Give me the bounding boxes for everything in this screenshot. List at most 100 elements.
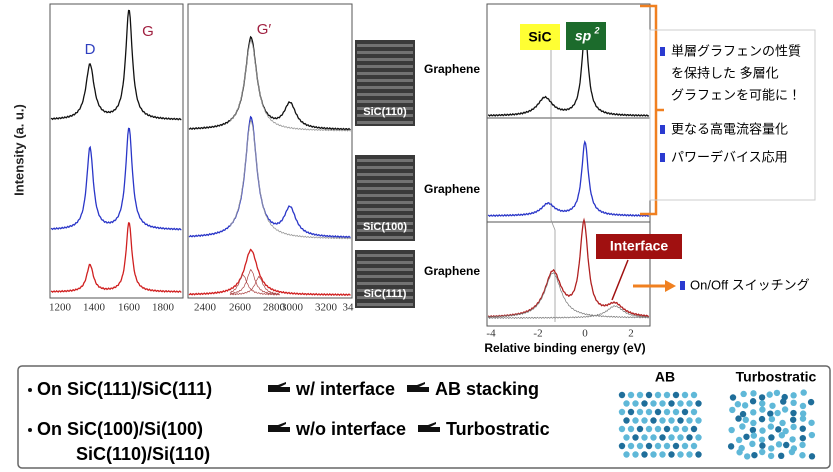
atom <box>641 400 648 407</box>
atom <box>636 408 644 416</box>
tem-label: SiC(110) <box>363 106 407 118</box>
bracket <box>640 4 658 216</box>
sic-label: SiC <box>528 29 551 45</box>
bullet <box>680 281 685 290</box>
atom <box>641 434 648 441</box>
tem-fringe <box>357 222 413 225</box>
atom <box>790 409 797 417</box>
spectrum <box>50 222 182 294</box>
atom <box>729 394 737 401</box>
atom <box>739 423 746 430</box>
tick-label: 2600 <box>229 302 252 314</box>
atom <box>743 453 751 460</box>
atom <box>659 417 666 424</box>
tick-label: 0 <box>582 328 588 340</box>
atom <box>650 451 657 458</box>
atom <box>749 398 757 405</box>
tem-image <box>355 40 415 126</box>
atom <box>668 417 675 424</box>
atom <box>758 415 766 423</box>
spectrum <box>229 39 351 132</box>
atom <box>799 425 806 432</box>
atom <box>654 391 662 399</box>
tem-fringe <box>357 187 413 190</box>
pointer <box>611 259 629 301</box>
atom <box>627 442 635 450</box>
atom <box>775 426 782 433</box>
atom <box>759 427 766 434</box>
atom <box>741 402 749 409</box>
atom <box>695 434 702 441</box>
atom <box>767 423 775 430</box>
atom <box>650 434 657 441</box>
atom <box>663 442 671 450</box>
tem-fringe <box>357 208 413 211</box>
raman-frame <box>187 3 353 299</box>
spectrum <box>487 139 650 218</box>
graphene-label: Graphene <box>424 182 480 196</box>
atom <box>623 451 630 458</box>
atom <box>750 432 758 439</box>
atom <box>773 389 781 397</box>
tem-fringe <box>357 72 413 75</box>
tem-fringe <box>357 86 413 89</box>
atom <box>808 419 815 426</box>
benefit-box <box>649 29 816 201</box>
tem-fringe <box>357 44 413 47</box>
atom <box>768 445 775 452</box>
atom <box>654 425 662 433</box>
structure-label: Turbostratic <box>736 369 817 385</box>
atom <box>799 415 807 422</box>
tem-fringe <box>357 201 413 204</box>
atom <box>623 434 630 441</box>
interface-box <box>596 234 682 259</box>
atom <box>654 442 662 450</box>
atom <box>766 391 773 398</box>
atom <box>790 399 797 407</box>
bullet <box>660 153 665 162</box>
atom <box>672 408 680 416</box>
spectrum <box>50 9 182 121</box>
atom <box>735 436 743 444</box>
atom <box>672 391 680 399</box>
benefit: パワーデバイス応用 <box>671 149 788 164</box>
spectrum <box>188 115 351 239</box>
atom <box>759 400 766 407</box>
tem-fringe <box>357 289 413 292</box>
atom <box>686 400 693 407</box>
tick-label: 1600 <box>118 302 141 314</box>
tick-label: 3000 <box>281 302 304 314</box>
atom <box>681 408 689 416</box>
atom <box>749 426 757 434</box>
spectrum <box>229 275 280 296</box>
sic-box <box>520 24 560 50</box>
atom <box>695 417 702 424</box>
atom <box>659 400 666 407</box>
summary-box <box>17 365 831 469</box>
raman-frame <box>49 3 184 299</box>
atom <box>618 425 626 433</box>
atom <box>690 391 698 399</box>
atom <box>672 442 680 450</box>
atom <box>668 434 675 441</box>
atom <box>750 390 757 397</box>
spectrum <box>188 248 351 297</box>
atom <box>618 408 626 416</box>
atom <box>751 451 758 459</box>
atom <box>690 442 698 450</box>
spectrum <box>487 29 650 117</box>
atom <box>777 452 785 460</box>
interface-label: Interface <box>610 238 669 254</box>
hand-icon <box>407 382 429 392</box>
atom <box>681 442 689 450</box>
atom <box>686 434 693 441</box>
tem-fringe <box>357 215 413 218</box>
lattices <box>618 389 816 460</box>
atom <box>780 398 787 405</box>
y-axis-label: Intensity (a. u.) <box>11 104 26 196</box>
atom <box>650 417 657 424</box>
atom <box>681 391 689 399</box>
hand-icon <box>268 382 290 392</box>
atom <box>790 392 797 399</box>
